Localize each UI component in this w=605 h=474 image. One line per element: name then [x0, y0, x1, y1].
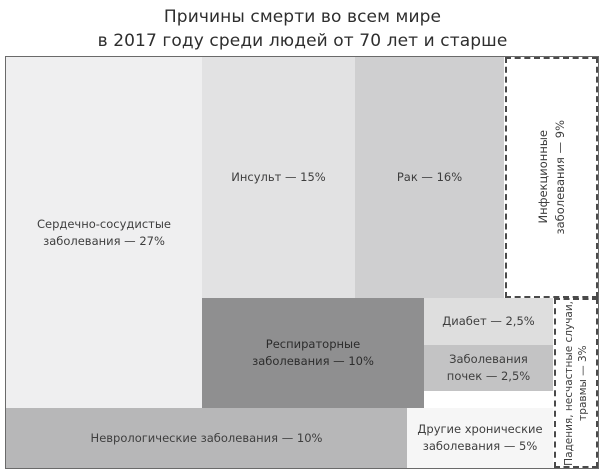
tile-cancer: Рак — 16%: [355, 57, 504, 298]
tile-label-cancer: Рак — 16%: [396, 170, 463, 184]
tile-label-cardiovascular: Сердечно-сосудистые заболевания — 27%: [36, 216, 172, 248]
treemap-chart: Сердечно-сосудистые заболевания — 27% Ин…: [5, 56, 599, 469]
chart-title-line-1: Причины смерти во всем мире: [163, 7, 442, 27]
tile-label-other-chronic: Другие хронические заболевания — 5%: [417, 422, 543, 453]
tile-infectious: Инфекционные заболевания — 9%: [505, 57, 598, 298]
tile-label-kidney: Заболевания почек — 2,5%: [446, 352, 531, 383]
tile-injuries: Падения, несчастные случаи, травмы — 3%: [554, 298, 598, 468]
chart-title-line-2: в 2017 году среди людей от 70 лет и стар…: [97, 31, 508, 51]
tile-label-injuries: Падения, несчастные случаи, травмы — 3%: [563, 300, 589, 466]
tile-label-respiratory: Респираторные заболевания — 10%: [252, 337, 374, 368]
tile-label-neurological: Неврологические заболевания — 10%: [90, 430, 323, 445]
tile-diabetes: Диабет — 2,5%: [424, 298, 553, 345]
tile-label-infectious: Инфекционные заболевания — 9%: [535, 120, 567, 235]
tile-stroke: Инсульт — 15%: [202, 57, 355, 298]
tile-cardiovascular: Сердечно-сосудистые заболевания — 27%: [6, 57, 202, 408]
tile-other-chronic: Другие хронические заболевания — 5%: [407, 408, 553, 468]
tile-respiratory: Респираторные заболевания — 10%: [202, 298, 424, 408]
tile-label-diabetes: Диабет — 2,5%: [442, 314, 535, 328]
tile-label-stroke: Инсульт — 15%: [231, 170, 326, 184]
tile-neurological: Неврологические заболевания — 10%: [6, 408, 407, 468]
tile-kidney: Заболевания почек — 2,5%: [424, 345, 553, 391]
